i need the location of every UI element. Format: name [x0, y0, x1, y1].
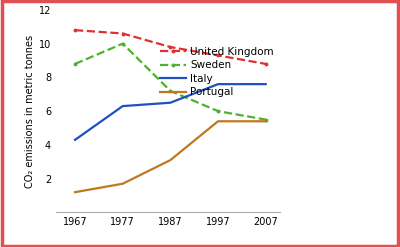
Legend: United Kingdom, Sweden, Italy, Portugal: United Kingdom, Sweden, Italy, Portugal	[159, 45, 275, 99]
Portugal	[168, 159, 173, 162]
Italy	[168, 101, 173, 104]
United Kingdom	[263, 62, 268, 65]
Sweden	[168, 89, 173, 92]
Portugal	[216, 120, 220, 123]
Portugal	[73, 191, 78, 194]
Portugal	[120, 182, 125, 185]
Italy	[263, 83, 268, 86]
United Kingdom	[168, 45, 173, 48]
Line: Sweden: Sweden	[73, 41, 268, 122]
United Kingdom	[216, 54, 220, 57]
United Kingdom	[73, 29, 78, 32]
Italy	[120, 105, 125, 108]
Line: United Kingdom: United Kingdom	[73, 28, 268, 66]
Portugal	[263, 120, 268, 123]
Italy	[216, 83, 220, 86]
Sweden	[263, 118, 268, 121]
Sweden	[216, 110, 220, 113]
Sweden	[73, 62, 78, 65]
United Kingdom	[120, 32, 125, 35]
Line: Portugal: Portugal	[75, 121, 266, 192]
Y-axis label: CO₂ emissions in metric tonnes: CO₂ emissions in metric tonnes	[24, 35, 34, 188]
Italy	[73, 138, 78, 141]
Sweden	[120, 42, 125, 45]
Line: Italy: Italy	[75, 84, 266, 140]
